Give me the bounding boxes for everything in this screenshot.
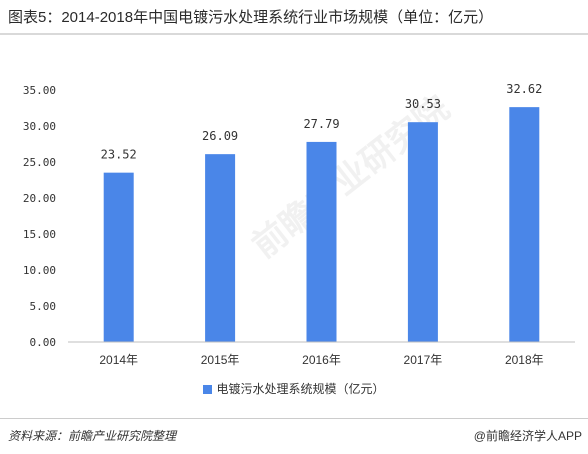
data-label-1: 26.09 <box>202 129 238 143</box>
y-tick-label: 20.00 <box>23 192 56 205</box>
y-tick-label: 15.00 <box>23 228 56 241</box>
x-tick-label-2: 2016年 <box>302 353 341 367</box>
bar-4 <box>509 107 540 342</box>
bar-0 <box>103 172 134 342</box>
bar-2 <box>306 141 337 342</box>
y-tick-label: 30.00 <box>23 120 56 133</box>
legend-label: 电镀污水处理系统规模（亿元） <box>216 382 385 396</box>
data-labels: 23.52 26.09 27.79 30.53 32.62 <box>101 82 543 162</box>
y-tick-label: 25.00 <box>23 156 56 169</box>
y-tick-label: 5.00 <box>30 300 57 313</box>
x-axis: 2014年 2015年 2016年 2017年 2018年 <box>68 341 575 367</box>
data-label-0: 23.52 <box>101 148 137 162</box>
y-axis: 0.00 5.00 10.00 15.00 20.00 25.00 30.00 35.00 <box>23 84 56 349</box>
title-divider <box>0 33 588 35</box>
y-tick-label: 0.00 <box>30 336 57 349</box>
source-divider <box>0 418 588 419</box>
data-label-2: 27.79 <box>303 117 339 131</box>
bars <box>103 107 540 343</box>
x-tick-label-0: 2014年 <box>99 353 138 367</box>
x-tick-label-1: 2015年 <box>201 353 240 367</box>
chart-title: 图表5：2014-2018年中国电镀污水处理系统行业市场规模（单位：亿元） <box>8 9 494 26</box>
bar-1 <box>205 154 236 342</box>
data-label-3: 30.53 <box>405 97 441 111</box>
brand-credit: @前瞻经济学人APP <box>473 429 582 443</box>
y-tick-label: 35.00 <box>23 84 56 97</box>
legend-swatch <box>203 385 213 394</box>
x-tick-label-4: 2018年 <box>505 353 544 367</box>
bar-3 <box>407 122 438 343</box>
source-note: 资料来源：前瞻产业研究院整理 <box>8 429 177 443</box>
x-tick-label-3: 2017年 <box>404 353 443 367</box>
data-label-4: 32.62 <box>506 82 542 96</box>
legend: 电镀污水处理系统规模（亿元） <box>0 380 588 397</box>
y-tick-label: 10.00 <box>23 264 56 277</box>
